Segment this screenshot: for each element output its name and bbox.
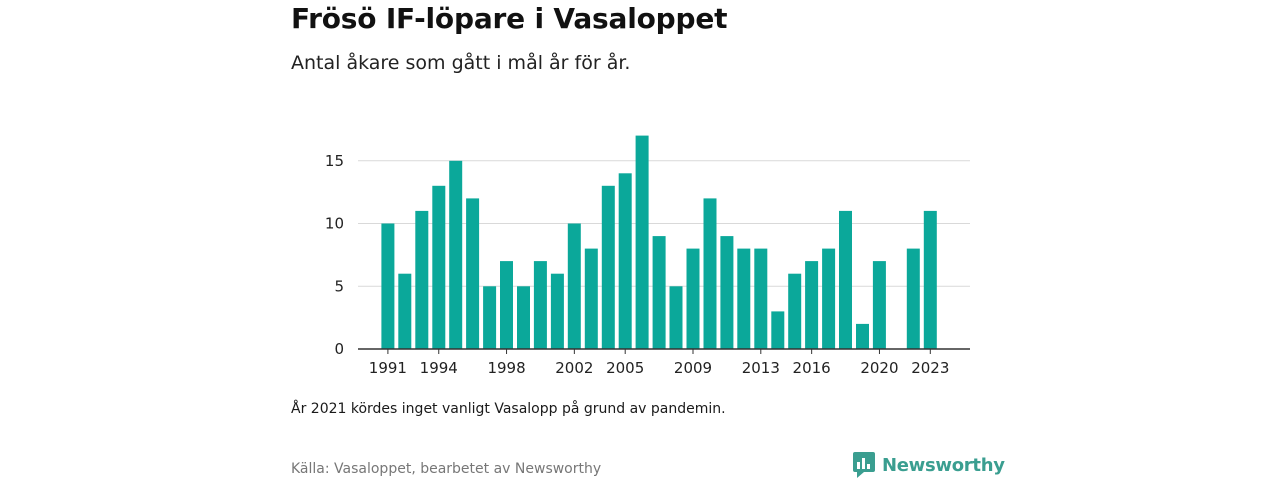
bars bbox=[381, 135, 937, 350]
bar-2002 bbox=[567, 223, 581, 349]
bar-1995 bbox=[449, 160, 463, 350]
bar-2015 bbox=[788, 273, 802, 349]
bar-2019 bbox=[856, 323, 869, 349]
bar-2018 bbox=[839, 210, 852, 349]
source-credit: Källa: Vasaloppet, bearbetet av Newswort… bbox=[291, 461, 602, 477]
bar-2013 bbox=[754, 248, 768, 349]
brand-name: Newsworthy bbox=[882, 454, 1005, 476]
chart-subtitle: Antal åkare som gått i mål år för år. bbox=[291, 52, 631, 74]
bar-2006 bbox=[635, 135, 649, 349]
bar-2014 bbox=[771, 311, 785, 349]
x-tick-label: 2005 bbox=[606, 359, 644, 377]
bar-1994 bbox=[432, 185, 446, 349]
bar-2003 bbox=[584, 248, 598, 349]
bar-1992 bbox=[398, 273, 412, 349]
chart-title: Frösö IF-löpare i Vasaloppet bbox=[291, 2, 728, 35]
x-tick-label: 2002 bbox=[555, 359, 593, 377]
bar-1997 bbox=[483, 286, 497, 350]
bar-2012 bbox=[737, 248, 751, 349]
bar-2005 bbox=[618, 173, 632, 349]
bar-2022 bbox=[906, 248, 920, 349]
x-tick-label: 2020 bbox=[860, 359, 898, 377]
bar-1999 bbox=[517, 286, 530, 350]
bar-2011 bbox=[720, 236, 734, 349]
chart-note: År 2021 kördes inget vanligt Vasalopp på… bbox=[291, 401, 726, 417]
bar-2016 bbox=[805, 261, 819, 349]
newsworthy-logo-icon bbox=[853, 452, 875, 478]
y-tick-label: 10 bbox=[325, 215, 344, 233]
bar-2023 bbox=[923, 210, 937, 349]
x-tick-label: 2009 bbox=[674, 359, 712, 377]
bar-2000 bbox=[533, 261, 547, 349]
axes: 0 5 10 15 1991 1994 1998 2002 2005 2009 2013 2016 20… bbox=[325, 152, 970, 377]
x-tick-label: 1998 bbox=[487, 359, 525, 377]
bar-2004 bbox=[601, 185, 615, 349]
bar-1993 bbox=[415, 210, 429, 349]
x-tick-label: 2016 bbox=[793, 359, 831, 377]
bar-1998 bbox=[500, 261, 513, 349]
bar-2010 bbox=[703, 198, 717, 349]
bar-chart: 0 5 10 15 1991 1994 1998 2002 2005 2009 2013 2016 20… bbox=[325, 135, 970, 377]
x-tick-label: 1991 bbox=[369, 359, 407, 377]
x-tick-label: 2013 bbox=[742, 359, 780, 377]
y-tick-label: 15 bbox=[325, 152, 344, 170]
bar-1991 bbox=[381, 223, 395, 349]
bar-1996 bbox=[466, 198, 480, 349]
x-tick-label: 2023 bbox=[911, 359, 949, 377]
y-tick-label: 5 bbox=[334, 277, 344, 295]
bar-2009 bbox=[686, 248, 700, 349]
bar-2001 bbox=[550, 273, 564, 349]
bar-2017 bbox=[822, 248, 836, 349]
y-tick-label: 0 bbox=[334, 340, 344, 358]
bar-2008 bbox=[669, 286, 683, 350]
newsworthy-logo: Newsworthy bbox=[853, 452, 1005, 478]
bar-2007 bbox=[652, 236, 666, 349]
bar-2020 bbox=[872, 261, 886, 349]
x-tick-label: 1994 bbox=[420, 359, 458, 377]
